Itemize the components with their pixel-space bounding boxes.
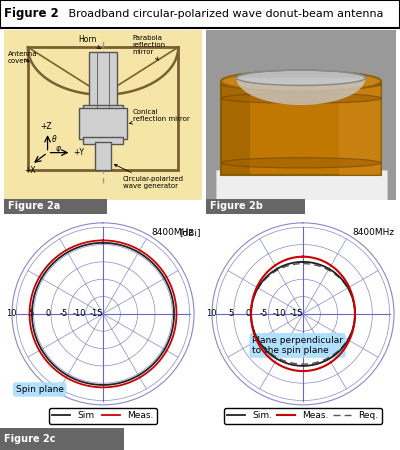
Bar [79, 108, 127, 139]
Text: 0: 0 [46, 310, 51, 319]
Text: [dBi]: [dBi] [0, 228, 1, 237]
Text: -15: -15 [290, 310, 303, 319]
Text: 0: 0 [246, 310, 251, 319]
Bar [206, 199, 305, 214]
Text: Figure 2: Figure 2 [4, 8, 59, 20]
Text: φ: φ [56, 144, 60, 153]
Ellipse shape [221, 71, 381, 91]
Text: Circular-polarized
wave generator: Circular-polarized wave generator [114, 164, 184, 189]
Text: [dBi]: [dBi] [179, 228, 201, 237]
Bar [221, 81, 250, 175]
Bar [4, 199, 107, 214]
Bar [28, 47, 178, 170]
Text: Plane perpendicular
to the spin plane: Plane perpendicular to the spin plane [252, 336, 343, 355]
Text: -15: -15 [90, 310, 103, 319]
Text: Spin plane: Spin plane [16, 385, 64, 394]
Text: Antenna
cover: Antenna cover [8, 50, 38, 63]
Bar [221, 81, 381, 175]
Text: +Y: +Y [73, 148, 84, 157]
Bar [89, 52, 117, 107]
Bar [83, 105, 123, 112]
Text: -5: -5 [60, 310, 68, 319]
Ellipse shape [221, 158, 381, 168]
Text: +X: +X [24, 166, 36, 175]
Text: 5: 5 [28, 310, 34, 319]
Text: 5: 5 [228, 310, 234, 319]
Text: 10: 10 [6, 310, 16, 319]
Ellipse shape [221, 71, 381, 91]
Text: -10: -10 [272, 310, 286, 319]
Text: 8400MHz: 8400MHz [352, 228, 394, 237]
Text: Broadband circular-polarized wave donut-beam antenna: Broadband circular-polarized wave donut-… [58, 9, 384, 19]
Text: Parabola
reflection
mirror: Parabola reflection mirror [133, 35, 166, 60]
Bar [83, 137, 123, 144]
Legend: Sim., Meas., Req.: Sim., Meas., Req. [224, 408, 382, 424]
Bar [216, 170, 386, 200]
Text: Figure 2a: Figure 2a [8, 201, 60, 212]
Bar [0, 428, 124, 450]
Text: 10: 10 [206, 310, 216, 319]
Text: +Z: +Z [40, 122, 51, 130]
Ellipse shape [236, 70, 366, 86]
Text: Horn: Horn [78, 35, 100, 49]
Legend: Sim, Meas.: Sim, Meas. [49, 408, 157, 424]
Text: 8400MHz: 8400MHz [152, 228, 194, 237]
Bar [95, 142, 111, 170]
Text: Figure 2b: Figure 2b [210, 201, 263, 212]
Text: θ: θ [52, 135, 56, 144]
Bar [339, 81, 381, 175]
Ellipse shape [221, 93, 381, 104]
Ellipse shape [221, 80, 381, 90]
Text: -10: -10 [72, 310, 86, 319]
Text: -5: -5 [260, 310, 268, 319]
Text: Figure 2c: Figure 2c [4, 434, 56, 444]
Text: Conical
reflection mirror: Conical reflection mirror [130, 109, 190, 124]
